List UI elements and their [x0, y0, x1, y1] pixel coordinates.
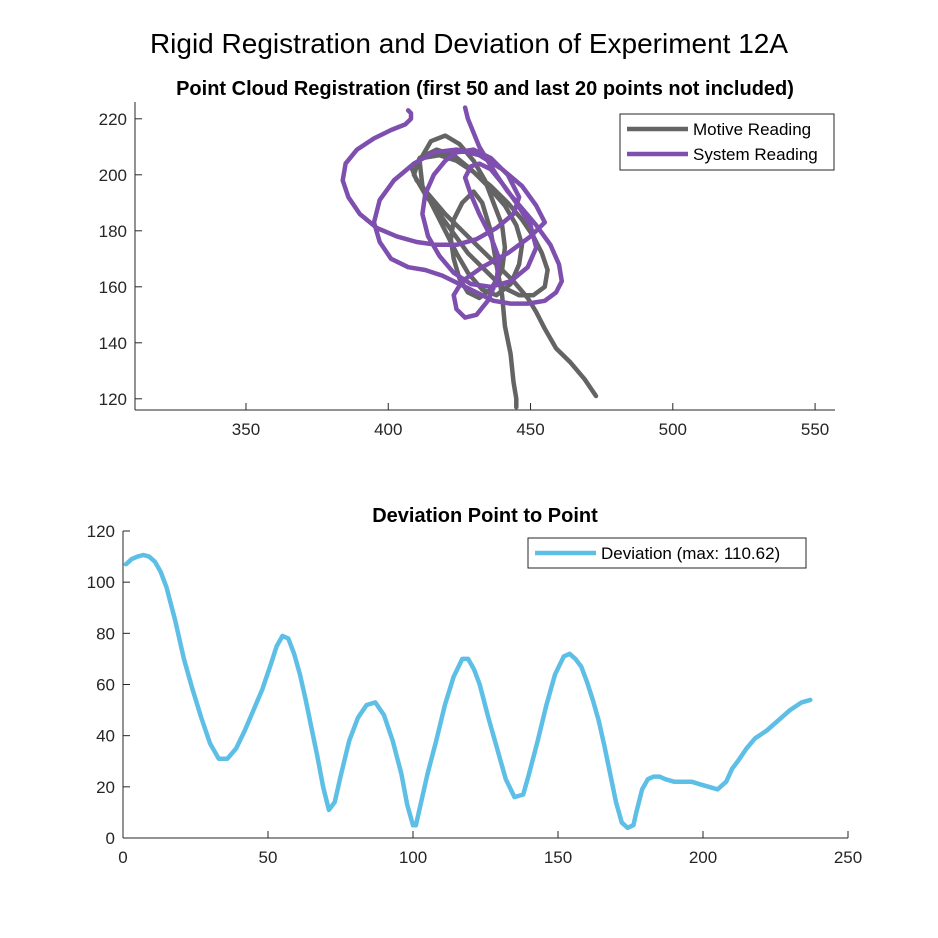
- registration-series-group: [340, 105, 599, 410]
- registration-series-line-0: [408, 133, 599, 410]
- registration-x-tick-label: 400: [374, 420, 402, 439]
- deviation-y-tick-label: 60: [96, 676, 115, 695]
- deviation-legend: Deviation (max: 110.62): [527, 537, 807, 569]
- registration-y-tick-label: 160: [99, 278, 127, 297]
- deviation-x-tick-label: 100: [399, 848, 427, 867]
- deviation-chart: Deviation Point to Point 0 50 100 150 200 250…: [87, 505, 863, 867]
- registration-chart-title: Point Cloud Registration (first 50 and l…: [176, 78, 794, 100]
- registration-legend-label-1: System Reading: [693, 145, 818, 164]
- registration-series-line-1: [340, 105, 565, 320]
- deviation-x-tick-label: 250: [834, 848, 862, 867]
- deviation-series-line-0: [123, 552, 813, 831]
- registration-legend-label-0: Motive Reading: [693, 120, 811, 139]
- registration-legend: Motive Reading System Reading: [619, 113, 835, 171]
- registration-x-tick-label: 500: [659, 420, 687, 439]
- deviation-axes: 0 50 100 150 200 250 0 20 40 60 80 100 120: [87, 522, 863, 867]
- deviation-legend-label-0: Deviation (max: 110.62): [601, 544, 780, 563]
- deviation-x-tick-label: 50: [259, 848, 278, 867]
- registration-y-tick-label: 200: [99, 166, 127, 185]
- registration-y-tick-label: 140: [99, 334, 127, 353]
- registration-legend-box: [619, 113, 835, 171]
- deviation-x-tick-label: 0: [118, 848, 127, 867]
- figure-title: Rigid Registration and Deviation of Expe…: [150, 28, 788, 59]
- registration-chart: Point Cloud Registration (first 50 and l…: [99, 78, 835, 439]
- deviation-chart-title: Deviation Point to Point: [372, 505, 598, 527]
- deviation-y-tick-label: 40: [96, 727, 115, 746]
- registration-y-tick-label: 120: [99, 390, 127, 409]
- deviation-series-group: [123, 552, 813, 831]
- deviation-y-tick-label: 0: [106, 829, 115, 848]
- deviation-x-tick-label: 200: [689, 848, 717, 867]
- deviation-x-tick-label: 150: [544, 848, 572, 867]
- registration-y-tick-label: 220: [99, 110, 127, 129]
- deviation-y-tick-label: 20: [96, 778, 115, 797]
- registration-x-tick-label: 350: [232, 420, 260, 439]
- registration-axes: 350 400 450 500 550 120 140 160 180 200 220: [99, 102, 835, 439]
- deviation-y-tick-label: 100: [87, 573, 115, 592]
- registration-x-tick-label: 450: [516, 420, 544, 439]
- deviation-y-tick-label: 120: [87, 522, 115, 541]
- registration-x-tick-label: 550: [801, 420, 829, 439]
- deviation-y-tick-label: 80: [96, 624, 115, 643]
- registration-y-tick-label: 180: [99, 222, 127, 241]
